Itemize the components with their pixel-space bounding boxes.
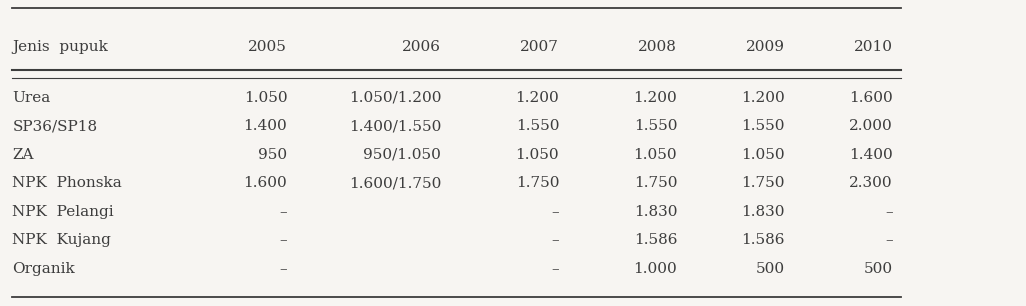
Text: 1.200: 1.200 (515, 91, 559, 105)
Text: 1.750: 1.750 (634, 176, 677, 190)
Text: 1.830: 1.830 (742, 205, 785, 219)
Text: 2008: 2008 (638, 40, 677, 54)
Text: Jenis  pupuk: Jenis pupuk (12, 40, 108, 54)
Text: 2.300: 2.300 (849, 176, 893, 190)
Text: 1.586: 1.586 (742, 233, 785, 247)
Text: NPK  Kujang: NPK Kujang (12, 233, 111, 247)
Text: 1.750: 1.750 (742, 176, 785, 190)
Text: SP36/SP18: SP36/SP18 (12, 119, 97, 133)
Text: 1.200: 1.200 (741, 91, 785, 105)
Text: 500: 500 (864, 262, 893, 276)
Text: –: – (552, 205, 559, 219)
Text: NPK  Pelangi: NPK Pelangi (12, 205, 114, 219)
Text: 2.000: 2.000 (849, 119, 893, 133)
Text: 1.050: 1.050 (741, 148, 785, 162)
Text: 2006: 2006 (402, 40, 441, 54)
Text: 1.050: 1.050 (243, 91, 287, 105)
Text: 1.400/1.550: 1.400/1.550 (349, 119, 441, 133)
Text: 1.050: 1.050 (633, 148, 677, 162)
Text: 2007: 2007 (520, 40, 559, 54)
Text: 500: 500 (756, 262, 785, 276)
Text: –: – (552, 262, 559, 276)
Text: 950: 950 (259, 148, 287, 162)
Text: 2010: 2010 (854, 40, 893, 54)
Text: Organik: Organik (12, 262, 75, 276)
Text: 1.000: 1.000 (633, 262, 677, 276)
Text: 1.550: 1.550 (634, 119, 677, 133)
Text: 1.200: 1.200 (633, 91, 677, 105)
Text: 1.050: 1.050 (515, 148, 559, 162)
Text: 1.750: 1.750 (516, 176, 559, 190)
Text: 1.830: 1.830 (634, 205, 677, 219)
Text: NPK  Phonska: NPK Phonska (12, 176, 122, 190)
Text: 1.586: 1.586 (634, 233, 677, 247)
Text: –: – (280, 233, 287, 247)
Text: –: – (885, 205, 893, 219)
Text: 1.550: 1.550 (742, 119, 785, 133)
Text: 950/1.050: 950/1.050 (363, 148, 441, 162)
Text: ZA: ZA (12, 148, 34, 162)
Text: –: – (552, 233, 559, 247)
Text: 1.600: 1.600 (243, 176, 287, 190)
Text: –: – (885, 233, 893, 247)
Text: 1.600: 1.600 (849, 91, 893, 105)
Text: Urea: Urea (12, 91, 50, 105)
Text: 1.550: 1.550 (516, 119, 559, 133)
Text: 1.050/1.200: 1.050/1.200 (349, 91, 441, 105)
Text: –: – (280, 205, 287, 219)
Text: 2009: 2009 (746, 40, 785, 54)
Text: 1.400: 1.400 (243, 119, 287, 133)
Text: 1.400: 1.400 (849, 148, 893, 162)
Text: –: – (280, 262, 287, 276)
Text: 1.600/1.750: 1.600/1.750 (349, 176, 441, 190)
Text: 2005: 2005 (248, 40, 287, 54)
